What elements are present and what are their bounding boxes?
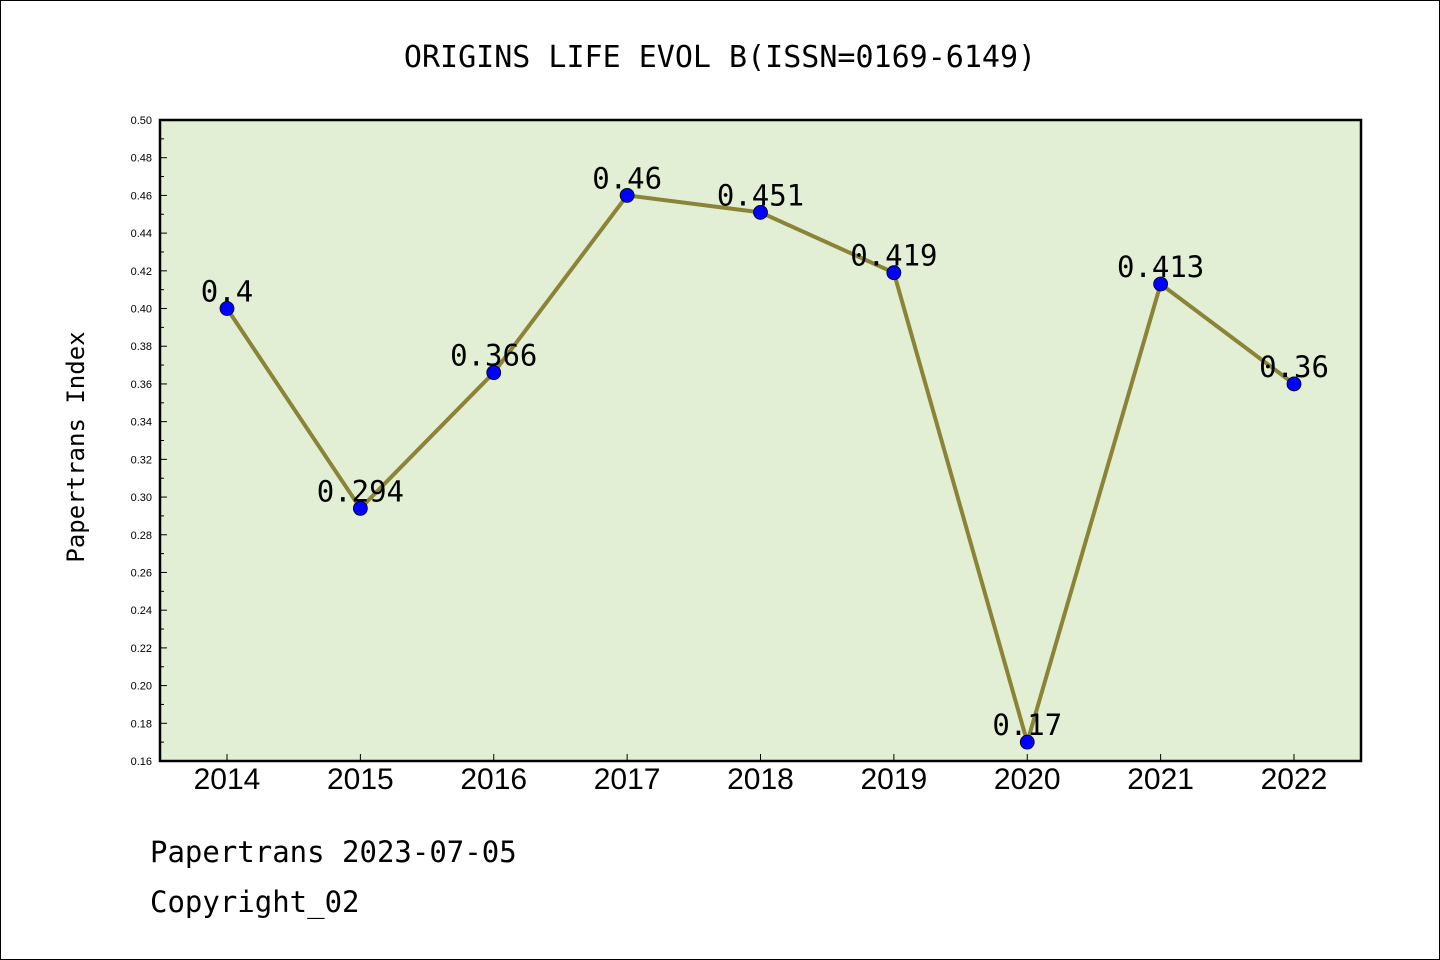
data-point — [1019, 734, 1035, 750]
plot-area — [160, 120, 1361, 761]
data-label: 0.17 — [992, 708, 1062, 742]
y-tick-label: 0.16 — [131, 756, 152, 768]
x-tick-label: 2015 — [327, 763, 394, 796]
y-tick-label: 0.28 — [131, 530, 152, 542]
footer-date: Papertrans 2023-07-05 — [150, 835, 517, 869]
data-point — [486, 365, 502, 381]
data-label: 0.36 — [1259, 350, 1329, 384]
data-point — [1153, 276, 1169, 292]
y-tick-label: 0.48 — [131, 153, 152, 165]
y-tick-label: 0.38 — [131, 341, 152, 353]
data-point — [886, 265, 902, 281]
y-tick-label: 0.22 — [131, 643, 152, 655]
y-tick-label: 0.34 — [131, 417, 152, 429]
y-tick-label: 0.32 — [131, 454, 152, 466]
y-tick-label: 0.20 — [131, 681, 152, 693]
x-axis-ticks: 2014 2015 2016 2017 2018 2019 2020 2021 2022 — [194, 754, 1328, 796]
y-tick-label: 0.42 — [131, 266, 152, 278]
y-tick-label: 0.44 — [131, 228, 152, 240]
y-tick-label: 0.26 — [131, 567, 152, 579]
data-point — [352, 500, 368, 516]
y-tick-label: 0.36 — [131, 379, 152, 391]
data-label: 0.46 — [592, 161, 662, 195]
chart-title: ORIGINS LIFE EVOL B(ISSN=0169-6149) — [404, 40, 1036, 75]
x-tick-label: 2014 — [194, 763, 261, 796]
data-markers — [219, 188, 1302, 750]
data-labels: 0.4 0.294 0.366 0.46 0.451 0.419 0.17 0.413 0.36 — [201, 161, 1329, 742]
data-label: 0.413 — [1117, 250, 1204, 284]
footer-copyright: Copyright_02 — [150, 885, 360, 919]
y-tick-label: 0.40 — [131, 304, 152, 316]
data-point — [219, 301, 235, 316]
data-label: 0.294 — [317, 474, 404, 508]
x-tick-label: 2018 — [727, 763, 794, 796]
y-tick-label: 0.30 — [131, 492, 152, 504]
x-tick-label: 2017 — [594, 763, 661, 796]
data-label: 0.451 — [717, 178, 804, 212]
y-axis-ticks: 0.16 0.18 0.20 0.22 0.24 0.26 0.28 0.30 0.32 0.34… — [131, 115, 167, 768]
y-tick-label: 0.24 — [131, 605, 152, 617]
data-point — [619, 188, 635, 203]
x-tick-label: 2019 — [861, 763, 928, 796]
y-axis-label: Papertrans Index — [62, 331, 90, 562]
x-tick-label: 2021 — [1127, 763, 1194, 796]
y-tick-label: 0.46 — [131, 190, 152, 202]
data-label: 0.419 — [850, 239, 937, 273]
y-tick-label: 0.18 — [131, 718, 152, 730]
plot-border — [158, 118, 1363, 763]
data-point — [753, 204, 768, 220]
x-tick-label: 2022 — [1261, 763, 1328, 796]
data-label: 0.366 — [450, 339, 537, 373]
data-label: 0.4 — [201, 275, 253, 309]
data-point — [1286, 376, 1302, 392]
y-tick-label: 0.50 — [131, 115, 152, 127]
x-tick-label: 2020 — [994, 763, 1061, 796]
x-tick-label: 2016 — [460, 763, 527, 796]
